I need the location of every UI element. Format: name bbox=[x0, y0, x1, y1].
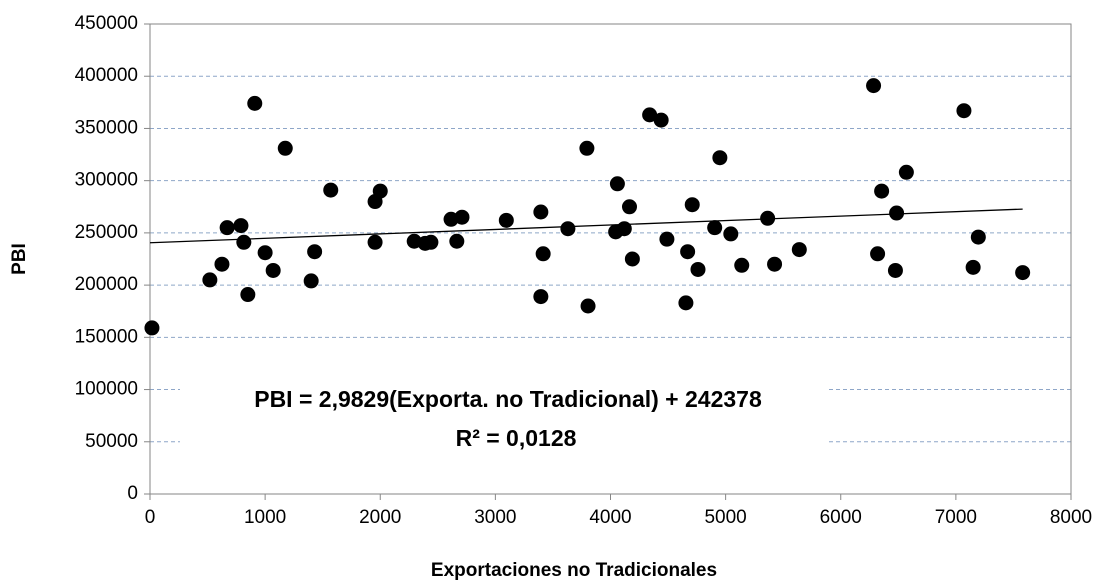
point bbox=[277, 140, 293, 156]
equation: PBI = 2,9829(Exporta. no Tradicional) + … bbox=[254, 386, 762, 412]
y-tick-label: 0 bbox=[127, 483, 138, 504]
point bbox=[956, 103, 972, 119]
point bbox=[303, 273, 319, 289]
point bbox=[533, 204, 549, 220]
point bbox=[680, 244, 696, 260]
point bbox=[707, 220, 723, 236]
point bbox=[498, 212, 514, 228]
x-tick-label: 5000 bbox=[704, 507, 746, 528]
x-tick-label: 6000 bbox=[820, 507, 862, 528]
point bbox=[560, 221, 576, 237]
point bbox=[642, 107, 658, 123]
point bbox=[616, 221, 632, 237]
point bbox=[898, 164, 914, 180]
point bbox=[870, 246, 886, 262]
point bbox=[723, 226, 739, 242]
point bbox=[889, 205, 905, 221]
x-tick-label: 7000 bbox=[935, 507, 977, 528]
trendline bbox=[149, 208, 1023, 244]
point bbox=[423, 234, 439, 250]
point bbox=[247, 95, 263, 111]
point bbox=[866, 78, 882, 94]
point bbox=[214, 256, 230, 272]
point bbox=[323, 182, 339, 198]
plot-frame bbox=[149, 23, 1072, 495]
point bbox=[535, 246, 551, 262]
point bbox=[970, 229, 986, 245]
y-tick-label: 100000 bbox=[75, 379, 138, 400]
point bbox=[202, 272, 218, 288]
point bbox=[760, 210, 776, 226]
point bbox=[307, 244, 323, 260]
point bbox=[887, 262, 903, 278]
point bbox=[767, 256, 783, 272]
x-tick-label: 1000 bbox=[244, 507, 286, 528]
r-squared: R² = 0,0128 bbox=[456, 425, 577, 451]
y-tick-label: 450000 bbox=[75, 13, 138, 34]
point bbox=[533, 289, 549, 305]
y-tick-label: 250000 bbox=[75, 222, 138, 243]
point bbox=[690, 261, 706, 277]
y-tick-label: 200000 bbox=[75, 274, 138, 295]
point bbox=[712, 150, 728, 166]
point bbox=[454, 209, 470, 225]
point bbox=[684, 197, 700, 213]
y-axis-title: PBI bbox=[9, 243, 30, 275]
x-axis-title: Exportaciones no Tradicionales bbox=[431, 560, 717, 581]
annotation-bg bbox=[180, 382, 826, 462]
point bbox=[257, 245, 273, 261]
y-tick-label: 400000 bbox=[75, 65, 138, 86]
point bbox=[219, 220, 235, 236]
y-tick-label: 300000 bbox=[75, 170, 138, 191]
point bbox=[144, 320, 160, 336]
point bbox=[1015, 265, 1031, 281]
y-tick-label: 50000 bbox=[85, 431, 138, 452]
point bbox=[965, 259, 981, 275]
point bbox=[621, 199, 637, 215]
point bbox=[265, 262, 281, 278]
point bbox=[624, 251, 640, 267]
point bbox=[653, 112, 669, 128]
point bbox=[609, 176, 625, 192]
point bbox=[579, 140, 595, 156]
point bbox=[449, 233, 465, 249]
point bbox=[233, 218, 249, 234]
point bbox=[659, 231, 675, 247]
point bbox=[734, 257, 750, 273]
y-tick-label: 350000 bbox=[75, 117, 138, 138]
point bbox=[874, 183, 890, 199]
x-tick-label: 0 bbox=[145, 507, 156, 528]
point bbox=[678, 295, 694, 311]
point bbox=[372, 183, 388, 199]
x-tick-label: 8000 bbox=[1050, 507, 1092, 528]
x-tick-label: 3000 bbox=[474, 507, 516, 528]
x-tick-label: 2000 bbox=[359, 507, 401, 528]
point bbox=[791, 242, 807, 258]
point bbox=[580, 298, 596, 314]
point bbox=[367, 234, 383, 250]
x-tick-label: 4000 bbox=[589, 507, 631, 528]
point bbox=[240, 287, 256, 303]
y-tick-label: 150000 bbox=[75, 326, 138, 347]
point bbox=[236, 234, 252, 250]
